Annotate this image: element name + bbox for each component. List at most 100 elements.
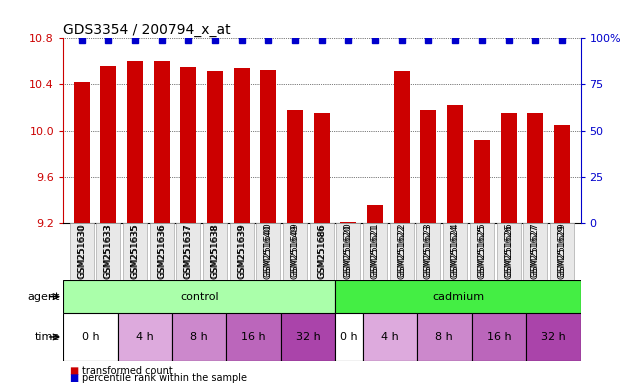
Text: 8 h: 8 h: [191, 332, 208, 342]
Text: 4 h: 4 h: [381, 332, 399, 342]
FancyBboxPatch shape: [177, 223, 201, 280]
Text: GSM251639: GSM251639: [237, 224, 246, 279]
Text: GSM251686: GSM251686: [317, 223, 326, 278]
FancyBboxPatch shape: [63, 313, 117, 361]
FancyBboxPatch shape: [123, 223, 147, 280]
Text: GSM251640: GSM251640: [264, 224, 273, 279]
FancyBboxPatch shape: [203, 223, 227, 280]
Text: GSM251626: GSM251626: [504, 223, 513, 278]
FancyBboxPatch shape: [227, 313, 281, 361]
Text: ■: ■: [69, 366, 79, 376]
Text: GSM251633: GSM251633: [104, 223, 113, 278]
Text: GSM251629: GSM251629: [557, 224, 567, 279]
Text: 32 h: 32 h: [296, 332, 321, 342]
Text: GSM251625: GSM251625: [477, 224, 487, 279]
Text: GSM251639: GSM251639: [237, 223, 246, 278]
Bar: [154, 61, 170, 223]
Bar: [100, 66, 117, 223]
Text: GSM251624: GSM251624: [451, 224, 459, 279]
Text: GSM251638: GSM251638: [211, 224, 220, 279]
FancyBboxPatch shape: [336, 223, 360, 280]
FancyBboxPatch shape: [470, 223, 494, 280]
Text: GSM251633: GSM251633: [104, 224, 113, 279]
Text: 0 h: 0 h: [81, 332, 99, 342]
FancyBboxPatch shape: [416, 223, 440, 280]
FancyBboxPatch shape: [497, 223, 521, 280]
FancyBboxPatch shape: [363, 313, 417, 361]
Text: 16 h: 16 h: [487, 332, 511, 342]
Text: GSM251649: GSM251649: [291, 223, 300, 278]
Text: GSM251638: GSM251638: [211, 223, 220, 278]
FancyBboxPatch shape: [310, 223, 334, 280]
FancyBboxPatch shape: [390, 223, 414, 280]
Text: GSM251635: GSM251635: [131, 223, 139, 278]
Text: GSM251640: GSM251640: [264, 223, 273, 278]
Text: GSM251630: GSM251630: [77, 224, 86, 279]
Text: agent: agent: [28, 291, 60, 302]
Bar: [527, 113, 543, 223]
Text: GSM251649: GSM251649: [291, 224, 300, 279]
FancyBboxPatch shape: [363, 223, 387, 280]
Bar: [341, 222, 357, 223]
Text: GSM251621: GSM251621: [370, 224, 380, 279]
Text: GSM251627: GSM251627: [531, 223, 540, 278]
Bar: [74, 82, 90, 223]
FancyBboxPatch shape: [63, 280, 336, 313]
Text: GSM251623: GSM251623: [424, 223, 433, 278]
Text: GSM251627: GSM251627: [531, 224, 540, 279]
Bar: [554, 125, 570, 223]
Text: GSM251686: GSM251686: [317, 224, 326, 279]
Text: ■: ■: [69, 373, 79, 383]
Text: 32 h: 32 h: [541, 332, 565, 342]
Text: GSM251622: GSM251622: [398, 223, 406, 277]
Bar: [234, 68, 250, 223]
Text: GSM251622: GSM251622: [398, 224, 406, 279]
Text: GSM251636: GSM251636: [157, 223, 167, 278]
FancyBboxPatch shape: [471, 313, 526, 361]
FancyBboxPatch shape: [443, 223, 467, 280]
Text: GSM251625: GSM251625: [477, 223, 487, 278]
Text: time: time: [35, 332, 60, 342]
Bar: [394, 71, 410, 223]
Text: GSM251623: GSM251623: [424, 224, 433, 279]
FancyBboxPatch shape: [417, 313, 471, 361]
Text: GSM251624: GSM251624: [451, 223, 459, 277]
Text: 8 h: 8 h: [435, 332, 453, 342]
Text: 16 h: 16 h: [242, 332, 266, 342]
Bar: [500, 113, 517, 223]
Bar: [367, 205, 383, 223]
Text: GSM251637: GSM251637: [184, 224, 193, 279]
FancyBboxPatch shape: [230, 223, 254, 280]
FancyBboxPatch shape: [117, 313, 172, 361]
Text: GSM251637: GSM251637: [184, 223, 193, 278]
FancyBboxPatch shape: [550, 223, 574, 280]
Text: GSM251630: GSM251630: [77, 223, 86, 278]
Bar: [447, 105, 463, 223]
FancyBboxPatch shape: [283, 223, 307, 280]
Text: GDS3354 / 200794_x_at: GDS3354 / 200794_x_at: [63, 23, 231, 37]
Text: 0 h: 0 h: [340, 332, 358, 342]
FancyBboxPatch shape: [336, 313, 363, 361]
FancyBboxPatch shape: [256, 223, 280, 280]
Text: GSM251620: GSM251620: [344, 224, 353, 279]
Text: transformed count: transformed count: [82, 366, 173, 376]
Text: GSM251626: GSM251626: [504, 224, 513, 279]
Text: control: control: [180, 291, 218, 302]
Bar: [474, 140, 490, 223]
FancyBboxPatch shape: [336, 280, 581, 313]
Text: cadmium: cadmium: [432, 291, 484, 302]
Text: percentile rank within the sample: percentile rank within the sample: [82, 373, 247, 383]
FancyBboxPatch shape: [523, 223, 547, 280]
FancyBboxPatch shape: [281, 313, 336, 361]
FancyBboxPatch shape: [97, 223, 121, 280]
FancyBboxPatch shape: [70, 223, 94, 280]
Text: GSM251635: GSM251635: [131, 224, 139, 279]
FancyBboxPatch shape: [172, 313, 227, 361]
Bar: [261, 70, 276, 223]
Bar: [314, 113, 330, 223]
Text: 4 h: 4 h: [136, 332, 154, 342]
Text: GSM251629: GSM251629: [557, 223, 567, 278]
Text: GSM251636: GSM251636: [157, 224, 167, 279]
Bar: [127, 61, 143, 223]
Text: GSM251620: GSM251620: [344, 223, 353, 278]
